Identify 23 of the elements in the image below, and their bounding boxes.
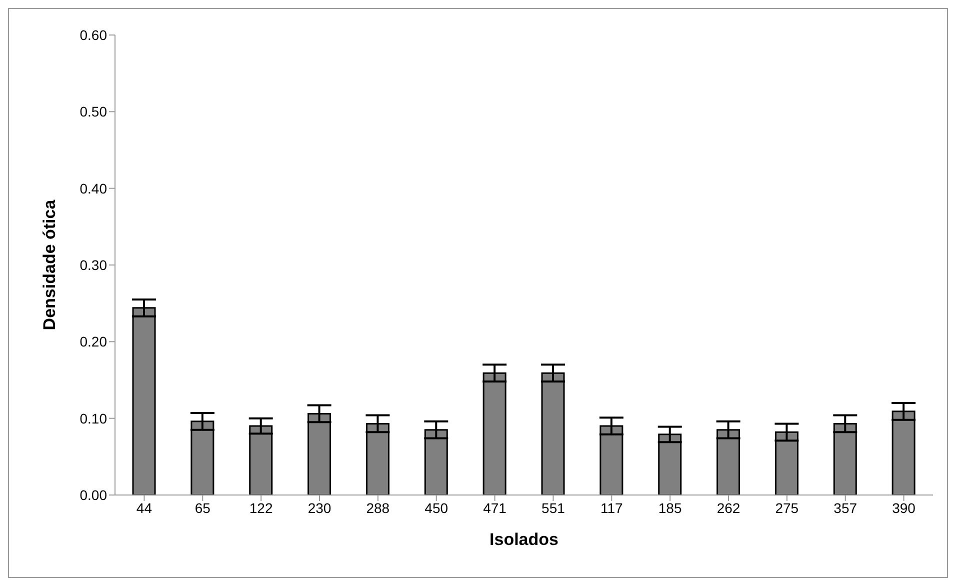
x-tick-label: 230 <box>308 500 332 516</box>
x-tick-label: 357 <box>834 500 858 516</box>
x-tick-label: 275 <box>775 500 799 516</box>
y-tick-label: 0.30 <box>80 256 108 273</box>
x-tick-label: 551 <box>542 500 566 516</box>
x-axis-title: Isolados <box>490 530 558 549</box>
y-tick-label: 0.10 <box>80 410 108 426</box>
y-tick-label: 0.60 <box>80 26 108 43</box>
y-axis-title: Densidade ótica <box>40 199 60 330</box>
y-tick-label: 0.40 <box>80 180 108 196</box>
y-tick-label: 0.20 <box>80 334 108 350</box>
x-tick-label: 44 <box>136 500 152 516</box>
x-tick-label: 117 <box>600 500 624 516</box>
x-tick-label: 185 <box>658 500 682 516</box>
x-tick-label: 65 <box>194 500 211 516</box>
y-tick-label: 0.50 <box>80 104 108 120</box>
y-tick-label: 0.00 <box>80 486 108 503</box>
x-tick-label: 471 <box>483 500 507 516</box>
x-tick-label: 288 <box>366 500 390 516</box>
x-tick-label: 262 <box>716 500 740 516</box>
x-tick-label: 390 <box>892 500 916 516</box>
x-tick-label: 450 <box>424 500 448 516</box>
x-tick-label: 122 <box>249 500 273 516</box>
